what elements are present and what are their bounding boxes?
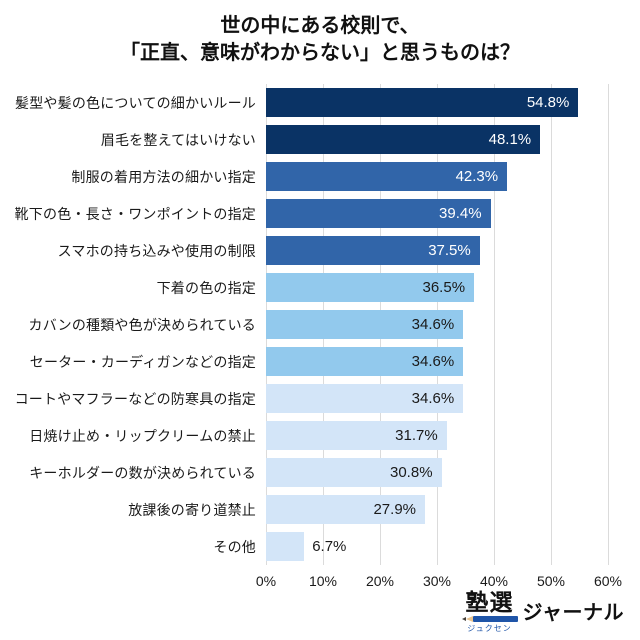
bar-track: 48.1%	[266, 125, 608, 154]
bar: 34.6%	[266, 347, 464, 376]
bar-track: 39.4%	[266, 199, 608, 228]
bar: 48.1%	[266, 125, 541, 154]
chart-row: 靴下の色・長さ・ワンポイントの指定 39.4%	[0, 195, 640, 232]
chart-row: 眉毛を整えてはいけない 48.1%	[0, 121, 640, 158]
gridline	[608, 84, 609, 565]
bar-track: 37.5%	[266, 236, 608, 265]
chart-row: その他 6.7%	[0, 528, 640, 565]
value-label: 42.3%	[455, 168, 499, 185]
x-tick-label: 0%	[255, 573, 277, 589]
x-axis: 0% 10% 20% 30% 40% 50% 60%	[256, 565, 622, 589]
value-label: 34.6%	[411, 316, 455, 333]
bar-chart: 髪型や髪の色についての細かいルール 54.8% 眉毛を整えてはいけない 48.1% 制服…	[0, 84, 640, 589]
bar-track: 34.6%	[266, 347, 608, 376]
category-label: 放課後の寄り道禁止	[128, 501, 256, 518]
bar: 42.3%	[266, 162, 508, 191]
value-label: 36.5%	[422, 279, 466, 296]
bar-track: 54.8%	[266, 88, 608, 117]
bar: 34.6%	[266, 384, 464, 413]
chart-row: キーホルダーの数が決められている 30.8%	[0, 454, 640, 491]
x-tick-label: 40%	[479, 573, 509, 589]
value-label: 30.8%	[390, 464, 433, 481]
logo-furigana-text: ジュクセン	[467, 624, 512, 633]
chart-title: 世の中にある校則で、 「正直、意味がわからない」と思うものは？	[0, 0, 640, 67]
chart-row: 制服の着用方法の細かい指定 42.3%	[0, 158, 640, 195]
bar-track: 6.7%	[266, 532, 608, 561]
category-label: 制服の着用方法の細かい指定	[71, 168, 256, 185]
logo-sub-text: ジャーナル	[522, 602, 624, 624]
x-tick-label: 30%	[422, 573, 452, 589]
chart-row: 下着の色の指定 36.5%	[0, 269, 640, 306]
category-label: 眉毛を整えてはいけない	[100, 131, 256, 148]
chart-title-line2: 「正直、意味がわからない」と思うものは？	[120, 42, 520, 64]
x-tick-label: 20%	[365, 573, 395, 589]
chart-row: コートやマフラーなどの防寒具の指定 34.6%	[0, 380, 640, 417]
pencil-lead	[461, 616, 466, 621]
bar: 54.8%	[266, 88, 579, 117]
category-label: 下着の色の指定	[156, 279, 256, 296]
bar: 34.6%	[266, 310, 464, 339]
category-label: 日焼け止め・リップクリームの禁止	[29, 427, 256, 444]
pencil-icon	[461, 615, 518, 622]
x-tick-label: 10%	[308, 573, 338, 589]
category-label: カバンの種類や色が決められている	[28, 316, 256, 333]
gridline	[494, 84, 495, 565]
category-label: 髪型や髪の色についての細かいルール	[15, 94, 256, 111]
bar: 27.9%	[266, 495, 426, 524]
chart-row: セーター・カーディガンなどの指定 34.6%	[0, 343, 640, 380]
chart-rows: 髪型や髪の色についての細かいルール 54.8% 眉毛を整えてはいけない 48.1% 制服…	[0, 84, 640, 565]
category-label: 靴下の色・長さ・ワンポイントの指定	[14, 205, 256, 222]
value-label: 39.4%	[439, 205, 482, 222]
chart-row: 髪型や髪の色についての細かいルール 54.8%	[0, 84, 640, 121]
gridline	[551, 84, 552, 565]
category-label: スマホの持ち込みや使用の制限	[57, 242, 256, 259]
bar: 30.8%	[266, 458, 442, 487]
bar: 31.7%	[266, 421, 447, 450]
chart-row: 放課後の寄り道禁止 27.9%	[0, 491, 640, 528]
chart-row: カバンの種類や色が決められている 34.6%	[0, 306, 640, 343]
category-label: キーホルダーの数が決められている	[29, 464, 256, 481]
bar: 37.5%	[266, 236, 480, 265]
bar-track: 30.8%	[266, 458, 608, 487]
logo-main-text: 塾選	[465, 589, 514, 615]
bar: 39.4%	[266, 199, 491, 228]
value-label: 34.6%	[411, 353, 455, 370]
bar-track: 42.3%	[266, 162, 608, 191]
pencil-body	[472, 615, 518, 622]
x-tick-label: 50%	[536, 573, 566, 589]
bar-track: 31.7%	[266, 421, 608, 450]
logo-left: 塾選 ジュクセン	[461, 589, 518, 634]
chart-title-line1: 世の中にある校則で、	[220, 15, 420, 37]
value-label: 34.6%	[411, 390, 455, 407]
chart-row: 日焼け止め・リップクリームの禁止 31.7%	[0, 417, 640, 454]
chart-row: スマホの持ち込みや使用の制限 37.5%	[0, 232, 640, 269]
bar-track: 36.5%	[266, 273, 608, 302]
bar	[266, 532, 305, 561]
value-label: 48.1%	[488, 131, 532, 148]
bar-track: 34.6%	[266, 310, 608, 339]
pencil-tip	[465, 615, 473, 622]
category-label: コートやマフラーなどの防寒具の指定	[14, 390, 256, 407]
value-label: 37.5%	[428, 242, 471, 259]
value-label: 6.7%	[312, 538, 347, 555]
x-tick-label: 60%	[593, 573, 623, 589]
bar-track: 34.6%	[266, 384, 608, 413]
bar: 36.5%	[266, 273, 475, 302]
value-label: 31.7%	[395, 427, 438, 444]
bar-track: 27.9%	[266, 495, 608, 524]
value-label: 27.9%	[373, 501, 417, 518]
category-label: セーター・カーディガンなどの指定	[29, 353, 256, 370]
value-label: 54.8%	[526, 94, 570, 111]
jukusen-journal-logo: 塾選 ジュクセン ジャーナル	[461, 589, 625, 634]
category-label: その他	[213, 538, 256, 555]
